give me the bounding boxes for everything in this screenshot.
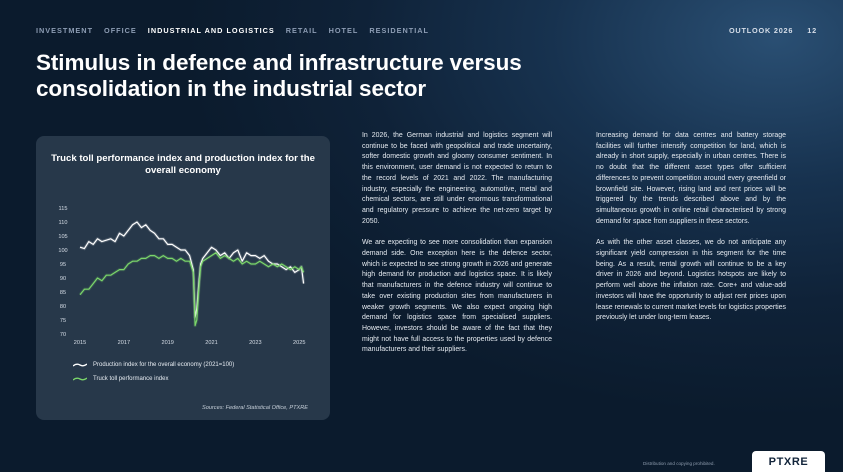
- copyright-note: Distribution and copying prohibited.: [643, 461, 715, 466]
- chart-title: Truck toll performance index and product…: [51, 153, 315, 176]
- page-header-right: OUTLOOK 2026 12: [729, 26, 817, 35]
- nav-item-office[interactable]: OFFICE: [104, 26, 137, 35]
- page-number: 12: [807, 26, 817, 35]
- x-tick-label: 2019: [161, 340, 173, 346]
- x-tick-label: 2023: [249, 340, 261, 346]
- chart-card: Truck toll performance index and product…: [36, 136, 330, 420]
- legend-swatch-truck-toll: [73, 376, 87, 382]
- paragraph: In 2026, the German industrial and logis…: [362, 132, 552, 225]
- x-tick-label: 2015: [74, 340, 86, 346]
- x-tick-label: 2017: [118, 340, 130, 346]
- ptxre-logo: PTXRE: [752, 451, 825, 472]
- legend-label-production: Production index for the overall economy…: [93, 362, 235, 368]
- text-column-1: In 2026, the German industrial and logis…: [362, 131, 552, 367]
- y-tick-label: 70: [60, 332, 66, 338]
- line-chart: 70 75 80 85 90 95 100 105 110 115 2015 2017 2019 2021…: [58, 206, 305, 346]
- y-tick-label: 100: [58, 248, 67, 254]
- series-line-production-index: [79, 221, 305, 318]
- y-tick-label: 75: [60, 318, 66, 324]
- y-tick-label: 90: [60, 276, 66, 282]
- nav-item-residential[interactable]: RESIDENTIAL: [369, 26, 429, 35]
- text-column-2: Increasing demand for data centres and b…: [596, 131, 786, 335]
- outlook-label: OUTLOOK 2026: [728, 26, 794, 35]
- y-tick-label: 85: [60, 290, 66, 296]
- y-tick-label: 110: [59, 220, 68, 226]
- legend-item-production: Production index for the overall economy…: [73, 362, 234, 368]
- section-nav: INVESTMENT OFFICE INDUSTRIAL AND LOGISTI…: [36, 26, 429, 35]
- nav-item-industrial-and-logistics[interactable]: INDUSTRIAL AND LOGISTICS: [147, 26, 275, 35]
- y-tick-label: 95: [60, 262, 66, 268]
- series-line-truck-toll-index: [79, 252, 305, 327]
- paragraph: We are expecting to see more consolidati…: [362, 239, 552, 354]
- nav-item-investment[interactable]: INVESTMENT: [36, 26, 94, 35]
- y-tick-label: 105: [58, 234, 67, 240]
- x-tick-label: 2021: [205, 340, 217, 346]
- chart-source: Sources: Federal Statistical Office, PTX…: [201, 405, 308, 411]
- x-tick-label: 2025: [293, 340, 305, 346]
- y-tick-label: 115: [59, 206, 68, 212]
- legend-swatch-production: [73, 362, 87, 368]
- page-title: Stimulus in defence and infrastructure v…: [36, 50, 522, 101]
- legend-item-truck-toll: Truck toll performance index: [73, 376, 168, 382]
- paragraph: Increasing demand for data centres and b…: [596, 132, 786, 225]
- paragraph: As with the other asset classes, we do n…: [596, 239, 786, 322]
- nav-item-retail[interactable]: RETAIL: [285, 26, 318, 35]
- y-tick-label: 80: [60, 304, 66, 310]
- legend-label-truck-toll: Truck toll performance index: [93, 376, 169, 382]
- nav-item-hotel[interactable]: HOTEL: [328, 26, 359, 35]
